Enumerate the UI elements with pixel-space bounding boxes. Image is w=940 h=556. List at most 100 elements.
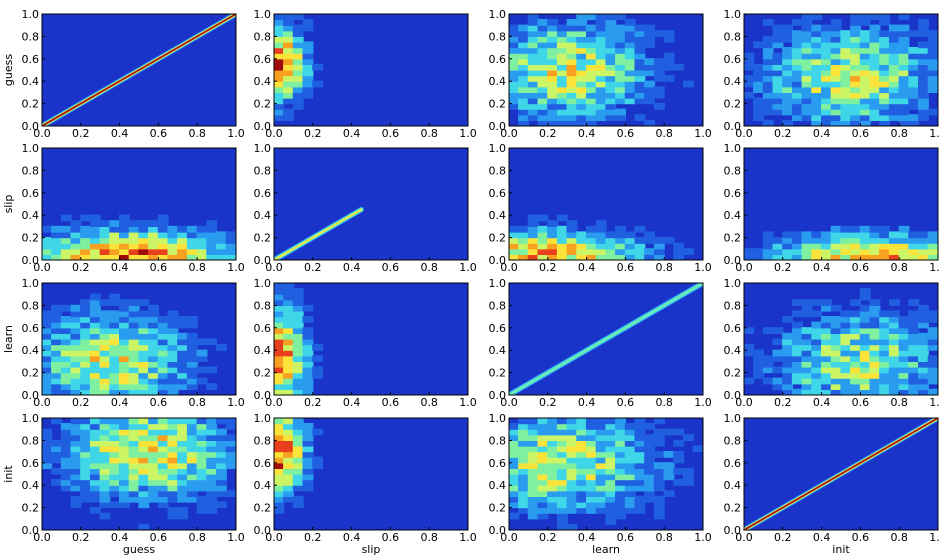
density-cell: [148, 242, 159, 250]
density-cell: [547, 479, 559, 486]
density-cell: [537, 86, 549, 93]
density-cell: [605, 490, 617, 497]
density-cell: [811, 80, 823, 88]
density-cell: [898, 321, 910, 329]
density-cell: [791, 253, 803, 260]
density-cell: [586, 479, 597, 486]
density-cell: [840, 97, 852, 105]
density-cell: [744, 52, 755, 60]
density-cell: [80, 310, 92, 318]
density-cell: [840, 58, 852, 65]
density-cell: [821, 338, 832, 346]
density-cell: [89, 456, 101, 464]
density-cell: [898, 24, 910, 32]
density-cell: [527, 14, 539, 21]
density-cell: [138, 349, 150, 357]
density-cell: [634, 253, 646, 260]
density-cell: [80, 479, 92, 486]
density-cell: [634, 242, 646, 250]
y-tick-label: 0.0: [489, 389, 507, 402]
density-cell: [576, 30, 588, 37]
density-cell: [60, 434, 72, 441]
density-cell: [576, 14, 588, 21]
density-cell: [821, 248, 832, 255]
density-cell: [605, 52, 617, 60]
density-cell: [830, 47, 842, 54]
density-cell: [556, 47, 568, 54]
density-cell: [148, 372, 159, 379]
y-tick-label: 0.4: [254, 344, 272, 357]
density-cell: [128, 242, 140, 250]
density-cell: [918, 383, 929, 390]
density-cell: [509, 75, 520, 82]
y-tick-label: 0.4: [254, 209, 272, 222]
density-cell: [888, 310, 900, 318]
density-cell: [566, 462, 578, 469]
density-cell: [663, 451, 675, 458]
density-cell: [791, 108, 803, 116]
density-cell: [908, 47, 920, 54]
density-cell: [762, 52, 774, 60]
density-cell: [51, 383, 62, 390]
density-cell: [547, 242, 559, 250]
density-cell: [109, 220, 121, 227]
density-cell: [821, 383, 832, 390]
density-cell: [586, 428, 597, 436]
density-cell: [811, 24, 823, 32]
density-cell: [859, 119, 871, 126]
density-cell: [859, 253, 871, 260]
density-cell: [167, 310, 179, 318]
y-tick-label: 0.6: [724, 53, 742, 66]
x-tick-label: 0.0: [33, 396, 51, 409]
density-cell: [148, 418, 159, 425]
density-cell: [811, 242, 823, 250]
density-cell: [51, 445, 62, 453]
density-cell: [177, 332, 189, 340]
density-cell: [128, 456, 140, 464]
density-cell: [772, 69, 784, 77]
density-cell: [42, 321, 53, 329]
density-cell: [918, 248, 929, 255]
density-cell: [518, 507, 529, 514]
density-cell: [283, 91, 294, 99]
density-cell: [801, 231, 813, 239]
density-cell: [274, 467, 285, 475]
density-cell: [595, 14, 607, 21]
panel-frame: [508, 147, 704, 261]
density-cell: [157, 332, 169, 340]
x-tick-label: 0.8: [655, 396, 673, 409]
density-cell: [80, 423, 92, 430]
density-cell: [615, 108, 626, 116]
density-cell: [283, 451, 294, 458]
density-cell: [302, 366, 314, 374]
density-cell: [830, 383, 842, 390]
density-cell: [898, 63, 910, 71]
density-cell: [80, 473, 92, 481]
density-cell: [148, 220, 159, 227]
density-cell: [518, 91, 529, 99]
density-cell: [908, 231, 920, 239]
density-cell: [801, 304, 813, 312]
density-cell: [586, 103, 597, 110]
density-cell: [119, 299, 130, 306]
density-cell: [791, 80, 803, 88]
density-cell: [624, 41, 636, 49]
density-cell: [527, 423, 539, 430]
density-cell: [918, 388, 929, 395]
density-cell: [70, 248, 82, 255]
density-cell: [927, 253, 938, 260]
density-cell: [216, 484, 227, 492]
density-cell: [927, 388, 938, 395]
density-cell: [830, 231, 842, 239]
density-cell: [119, 231, 130, 239]
density-cell: [177, 383, 189, 390]
density-cell: [283, 479, 294, 486]
density-cell: [782, 75, 794, 82]
density-cell: [292, 327, 304, 334]
y-tick-label: 0.2: [724, 98, 742, 111]
x-tick-label: 0.2: [539, 531, 557, 544]
density-cell: [206, 418, 218, 425]
y-tick-label: 0.2: [254, 232, 272, 245]
density-cell: [509, 30, 520, 37]
density-cell: [109, 293, 121, 301]
